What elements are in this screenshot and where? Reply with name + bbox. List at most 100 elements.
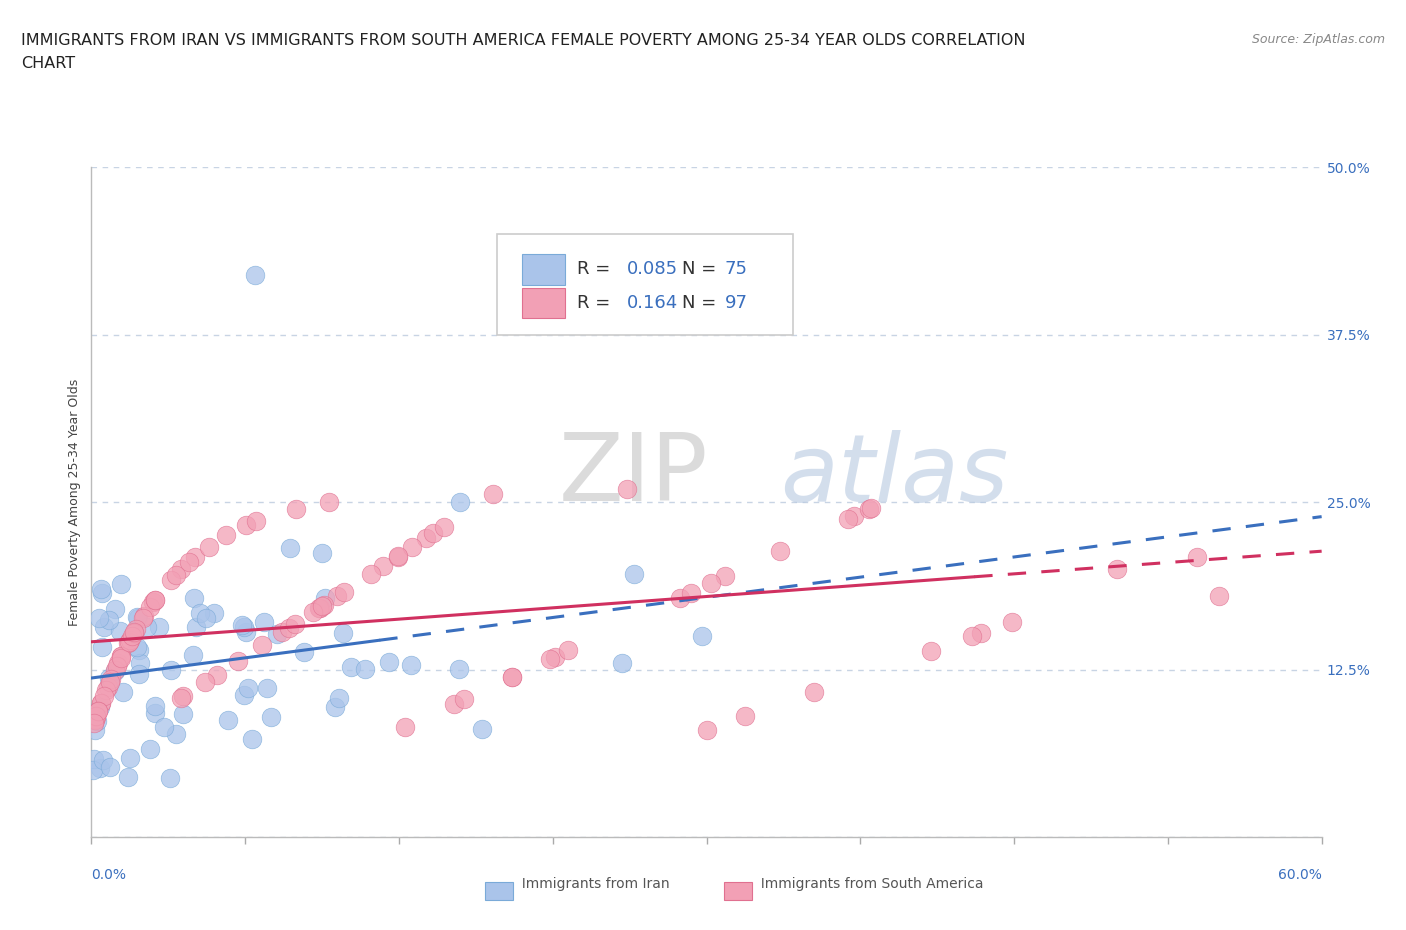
Point [143,592,166,607]
Point [443,697,465,711]
Point [129,656,152,671]
Point [96,679,118,694]
Point [87,611,110,626]
Point [104,662,127,677]
Point [83,723,105,737]
Point [143,592,166,607]
Point [373,559,395,574]
Point [143,705,166,720]
Point [449,662,471,677]
Point [333,584,356,599]
Text: N =: N = [682,260,721,278]
Point [205,667,228,682]
Point [110,577,132,591]
Point [83,709,105,724]
Point [401,539,423,554]
Point [87,703,110,718]
Point [433,519,456,534]
Point [734,709,756,724]
Point [127,611,149,626]
Point [118,632,141,647]
Text: Immigrants from Iran: Immigrants from Iran [513,877,669,891]
Point [394,720,416,735]
Point [83,713,105,728]
Point [1208,589,1230,604]
Point [122,625,145,640]
Point [110,649,132,664]
Point [360,566,382,581]
Point [93,688,115,703]
Point [173,689,195,704]
Point [172,706,194,721]
Point [118,751,141,765]
Point [132,608,155,623]
Point [160,572,183,587]
Point [127,640,149,655]
Point [311,546,333,561]
Point [616,482,638,497]
Text: 0.085: 0.085 [627,260,678,278]
Text: N =: N = [682,294,721,312]
Point [970,626,993,641]
Point [962,629,984,644]
Point [260,710,283,724]
Point [194,674,217,689]
Point [235,518,257,533]
Point [326,589,349,604]
Point [318,495,340,510]
Text: 60.0%: 60.0% [1278,868,1322,882]
Point [170,562,193,577]
Point [233,620,256,635]
Point [117,769,139,784]
Point [96,682,118,697]
Point [87,703,110,718]
Point [122,625,145,640]
Point [86,714,108,729]
Point [277,620,299,635]
Point [98,675,121,690]
Point [714,569,737,584]
FancyBboxPatch shape [522,288,565,318]
Point [842,509,865,524]
Point [165,567,187,582]
Point [84,710,107,724]
Point [84,711,107,726]
Point [91,753,114,768]
Text: 0.0%: 0.0% [91,868,127,882]
Text: 97: 97 [725,294,748,312]
Text: IMMIGRANTS FROM IRAN VS IMMIGRANTS FROM SOUTH AMERICA FEMALE POVERTY AMONG 25-34: IMMIGRANTS FROM IRAN VS IMMIGRANTS FROM … [21,33,1025,47]
Point [302,604,325,619]
Point [98,760,121,775]
Point [90,640,112,655]
Point [226,654,249,669]
Point [131,610,153,625]
Text: CHART: CHART [21,56,75,71]
Point [253,614,276,629]
Point [278,540,301,555]
Text: R =: R = [578,260,616,278]
Point [837,512,859,526]
Text: 75: 75 [725,260,748,278]
Point [159,662,181,677]
Point [690,629,713,644]
Point [471,721,494,736]
Point [354,662,377,677]
Point [104,664,127,679]
Point [128,643,150,658]
Point [250,638,273,653]
Point [215,528,238,543]
Point [90,696,112,711]
Point [98,674,121,689]
Point [143,698,166,713]
Point [148,619,170,634]
Point [117,635,139,650]
Point [110,649,132,664]
Point [422,526,444,541]
Y-axis label: Female Poverty Among 25-34 Year Olds: Female Poverty Among 25-34 Year Olds [67,379,82,626]
Point [314,591,336,605]
Point [83,715,105,730]
Point [183,591,205,606]
Text: 0.164: 0.164 [627,294,678,312]
Point [235,625,257,640]
Point [387,549,409,564]
